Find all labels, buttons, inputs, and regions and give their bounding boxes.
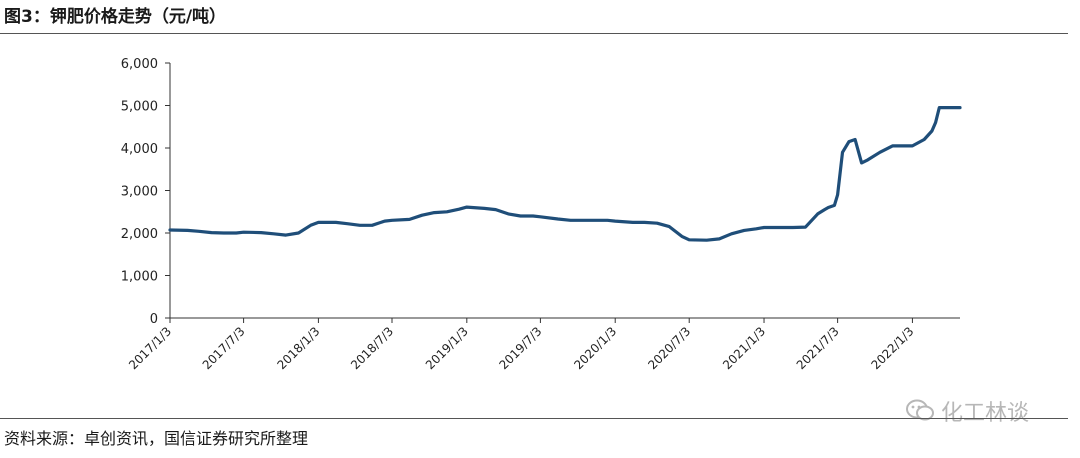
y-tick-label: 5,000 xyxy=(121,100,158,115)
x-tick-label: 2017/7/3 xyxy=(200,324,248,372)
plot-area xyxy=(168,105,962,242)
x-tick-label: 2021/7/3 xyxy=(794,324,842,372)
x-tick-label: 2017/1/3 xyxy=(126,324,174,372)
x-tick-labels: 2017/1/3 2017/7/3 2018/1/3 2018/7/3 2019/1/3… xyxy=(126,324,916,372)
y-tick-label: 0 xyxy=(150,312,158,327)
x-tick-label: 2020/1/3 xyxy=(571,324,619,372)
wechat-icon xyxy=(906,399,934,421)
y-tick-label: 2,000 xyxy=(121,227,158,242)
line-chart: 0 1,000 2,000 3,000 4,000 5,000 6,000 2017/1/3… xyxy=(121,57,962,372)
y-tick-label: 6,000 xyxy=(121,57,158,72)
chart-title: 图3：钾肥价格走势（元/吨） xyxy=(4,7,227,27)
x-tick-label: 2021/1/3 xyxy=(720,324,768,372)
x-tick-label: 2018/1/3 xyxy=(275,324,323,372)
watermark: 化工林谈 xyxy=(905,395,1029,427)
x-tick-label: 2019/1/3 xyxy=(423,324,471,372)
footer-divider xyxy=(0,418,1068,419)
y-tick-label: 1,000 xyxy=(121,270,158,285)
y-tick-label: 3,000 xyxy=(121,185,158,200)
x-tick-label: 2019/7/3 xyxy=(497,324,545,372)
header-divider xyxy=(0,33,1068,34)
y-tick-label: 4,000 xyxy=(121,142,158,157)
x-tick-label: 2022/1/3 xyxy=(869,324,917,372)
x-tick-label: 2018/7/3 xyxy=(348,324,396,372)
series-line xyxy=(168,105,962,242)
x-tick-label: 2020/7/3 xyxy=(645,324,693,372)
watermark-text: 化工林谈 xyxy=(941,401,1030,426)
chart-axes xyxy=(165,62,960,323)
source-note: 资料来源：卓创资讯，国信证券研究所整理 xyxy=(4,429,309,448)
y-tick-labels: 0 1,000 2,000 3,000 4,000 5,000 6,000 xyxy=(121,57,158,327)
